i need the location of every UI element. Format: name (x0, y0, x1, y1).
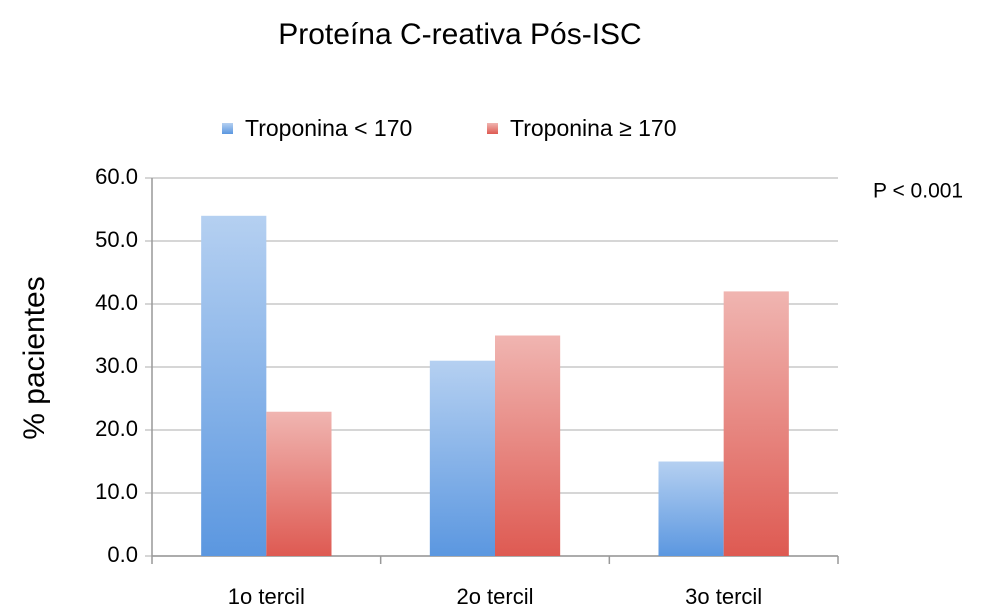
bar (495, 335, 561, 556)
y-tick-label: 10.0 (95, 479, 138, 504)
y-tick-label: 30.0 (95, 353, 138, 378)
bar (201, 215, 267, 557)
y-tick-label: 50.0 (95, 227, 138, 252)
legend-label: Troponina ≥ 170 (510, 115, 677, 141)
y-tick-label: 40.0 (95, 290, 138, 315)
y-axis-label: % pacientes (18, 276, 51, 439)
chart-title: Proteína C-reativa Pós-ISC (278, 18, 641, 51)
legend-label: Troponina < 170 (245, 115, 412, 141)
bar (429, 360, 495, 556)
y-tick-label: 20.0 (95, 416, 138, 441)
x-tick-label: 1o tercil (228, 584, 305, 609)
y-tick-label: 0.0 (107, 542, 138, 567)
legend-swatch (222, 123, 233, 134)
x-tick-label: 3o tercil (685, 584, 762, 609)
bar (658, 461, 724, 556)
y-tick-label: 60.0 (95, 164, 138, 189)
legend-swatch (487, 123, 498, 134)
bar (723, 291, 789, 556)
annotation: P < 0.001 (873, 180, 963, 203)
bar (266, 411, 332, 556)
x-tick-label: 2o tercil (456, 584, 533, 609)
